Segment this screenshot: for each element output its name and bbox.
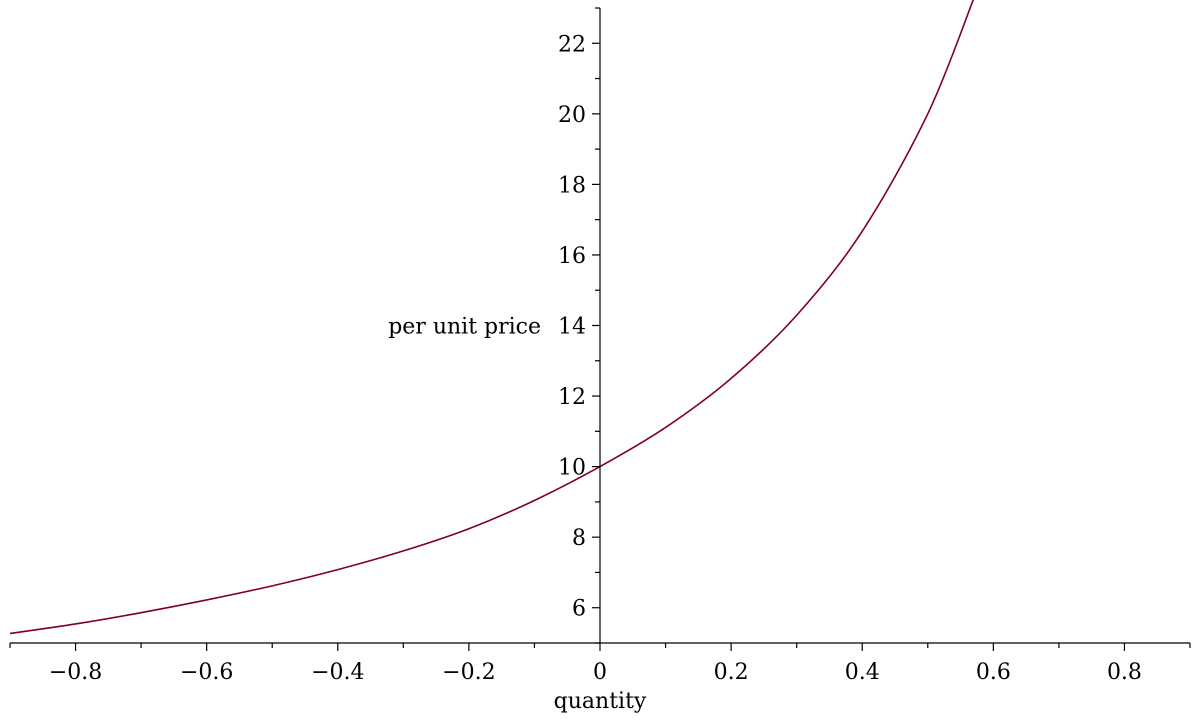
- price-curve: [9, 0, 975, 635]
- x-tick-label: −0.6: [180, 660, 233, 685]
- y-axis-title: per unit price: [388, 315, 541, 340]
- y-tick-label: 18: [558, 173, 586, 198]
- curve-layer: [9, 0, 975, 635]
- y-tick-label: 6: [572, 597, 586, 622]
- y-tick-label: 22: [558, 32, 586, 57]
- y-tick-label: 8: [572, 526, 586, 551]
- y-tick-label: 16: [558, 244, 586, 269]
- y-tick-label: 14: [558, 315, 586, 340]
- x-tick-label: −0.4: [311, 660, 364, 685]
- x-tick-label: 0.6: [976, 660, 1011, 685]
- x-tick-label: 0: [593, 660, 607, 685]
- x-axis-title: quantity: [554, 689, 647, 714]
- x-tick-label: 0.2: [714, 660, 749, 685]
- y-tick-label: 20: [558, 103, 586, 128]
- x-tick-label: 0.8: [1107, 660, 1142, 685]
- y-tick-label: 10: [558, 456, 586, 481]
- x-tick-label: −0.8: [49, 660, 102, 685]
- y-ticks: 6 8 10 12 14 16 18 20 22: [558, 7, 600, 644]
- y-tick-label: 12: [558, 385, 586, 410]
- x-tick-label: 0.4: [845, 660, 880, 685]
- x-ticks: −0.8 −0.6 −0.4 −0.2 0 0.2 0.4 0.6 0.8: [9, 643, 1191, 685]
- x-tick-label: −0.2: [442, 660, 495, 685]
